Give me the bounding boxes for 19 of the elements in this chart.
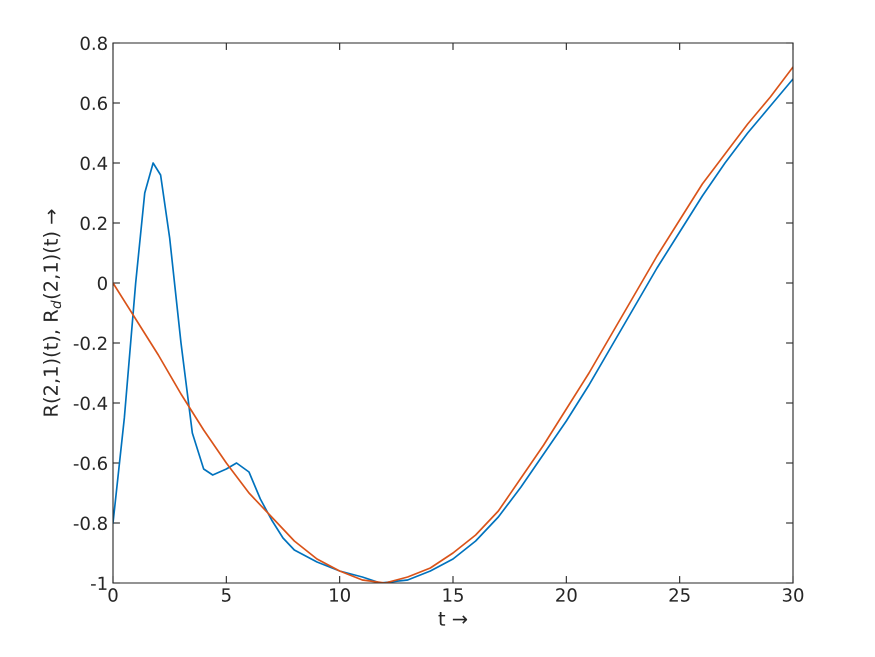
y-tick-label: -0.2 xyxy=(74,336,106,350)
y-tick-label: -0.4 xyxy=(74,396,108,410)
x-tick-label: 30 xyxy=(782,588,804,602)
x-tick-label: 20 xyxy=(556,588,577,602)
y-tick-label: 0.6 xyxy=(80,96,108,110)
y-tick-label: 0 xyxy=(98,276,107,290)
y-tick-label: -1 xyxy=(91,576,106,590)
x-tick-label: 15 xyxy=(443,588,463,602)
x-tick-label: 5 xyxy=(222,588,230,602)
y-tick-label: 0.2 xyxy=(80,216,106,230)
y-tick-label: 0.4 xyxy=(80,156,108,170)
x-tick-label: 0 xyxy=(108,588,118,602)
y-tick-label: -0.6 xyxy=(74,456,108,470)
y-tick-label: -0.8 xyxy=(74,516,107,530)
x-tick-label: 25 xyxy=(670,588,690,602)
y-axis-title: R(2,1)(t), R$_{d}$(2,1)(t) → xyxy=(42,209,62,416)
x-axis-title: t → xyxy=(438,612,468,626)
x-tick-label: 10 xyxy=(330,588,350,602)
y-tick-label: 0.8 xyxy=(80,36,107,50)
